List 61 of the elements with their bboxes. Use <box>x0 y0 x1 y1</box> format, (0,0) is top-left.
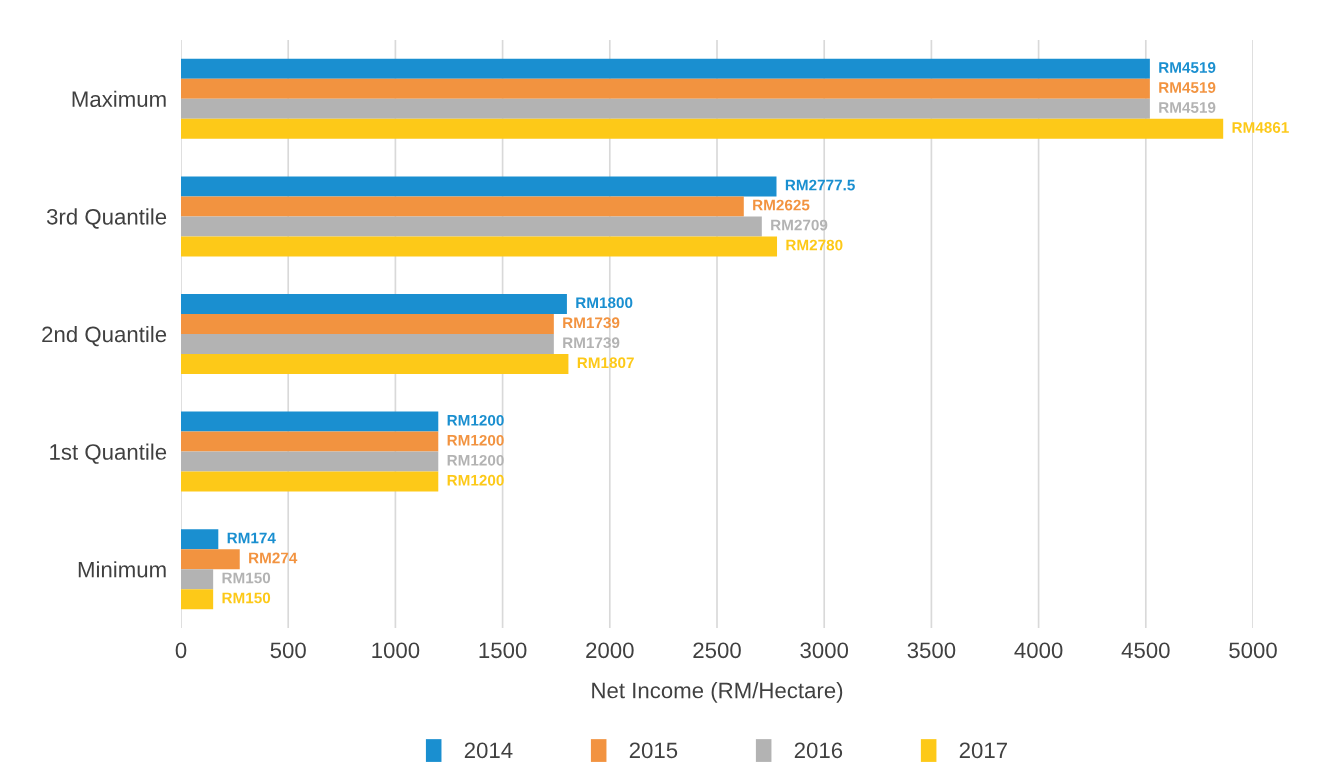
bar <box>181 589 214 610</box>
bar <box>181 314 554 334</box>
data-label: RM274 <box>249 552 298 564</box>
data-label: RM150 <box>222 572 271 584</box>
data-label: RM4519 <box>1159 82 1216 93</box>
bar <box>181 451 439 472</box>
data-label: RM1800 <box>576 297 633 309</box>
data-label: RM4861 <box>1232 122 1289 133</box>
data-label: RM1200 <box>447 474 504 486</box>
x-tick-label: 3500 <box>907 642 956 659</box>
x-tick-label: 4000 <box>1014 642 1063 659</box>
bar <box>181 471 439 492</box>
legend-label: 2015 <box>629 742 678 759</box>
x-tick-label: 2000 <box>586 642 634 659</box>
bar <box>181 98 1150 119</box>
y-tick-label: 3rd Quantile <box>46 208 167 229</box>
bar <box>181 118 1224 139</box>
x-tick-label: 1000 <box>372 642 420 659</box>
x-tick-label: 1500 <box>479 642 527 659</box>
bar <box>181 78 1150 99</box>
bar <box>181 431 439 452</box>
data-label: RM2780 <box>786 239 843 251</box>
bar <box>181 569 214 590</box>
x-tick-label: 5000 <box>1229 642 1277 659</box>
bar <box>181 58 1150 79</box>
x-tick-label: 500 <box>270 642 306 659</box>
data-label: RM4519 <box>1159 102 1216 113</box>
data-label: RM1200 <box>447 414 504 426</box>
bar <box>181 353 569 374</box>
x-axis-title: Net Income (RM/Hectare) <box>592 682 843 703</box>
bar <box>181 236 778 257</box>
data-label: RM1807 <box>577 357 634 369</box>
y-tick-label: 2nd Quantile <box>42 325 167 347</box>
data-label: RM2625 <box>753 199 810 211</box>
legend-label: 2017 <box>959 742 1007 759</box>
data-label: RM1739 <box>563 337 620 349</box>
data-label: RM1739 <box>563 317 620 329</box>
x-tick-label: 4500 <box>1121 642 1170 659</box>
y-tick-label: Minimum <box>78 561 166 578</box>
legend-label: 2014 <box>464 742 513 759</box>
data-label: RM1200 <box>447 454 504 466</box>
y-tick-label: Maximum <box>72 90 166 108</box>
data-label: RM2777.5 <box>785 179 855 191</box>
bar <box>181 411 439 432</box>
bar <box>181 176 777 197</box>
bar <box>181 294 567 315</box>
bar <box>181 334 554 354</box>
bar <box>181 196 744 217</box>
data-label: RM150 <box>222 592 271 604</box>
data-label: RM2709 <box>771 219 828 231</box>
x-tick-label: 2500 <box>693 642 741 659</box>
legend-label: 2016 <box>794 742 843 759</box>
data-label: RM4519 <box>1159 62 1216 73</box>
x-tick-label: 0 <box>175 642 187 659</box>
bar <box>181 549 240 570</box>
x-tick-label: 3000 <box>800 642 849 659</box>
y-tick-label: 1st Quantile <box>50 443 167 464</box>
data-label: RM174 <box>227 532 276 544</box>
data-label: RM1200 <box>447 434 504 446</box>
bar <box>181 529 219 550</box>
bar <box>181 216 762 237</box>
